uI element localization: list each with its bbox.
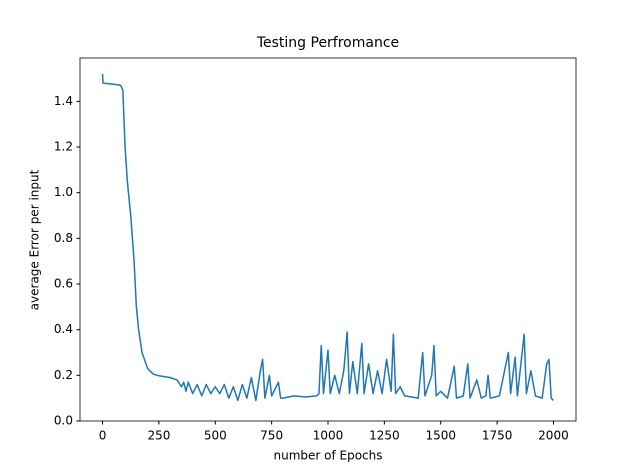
x-tick-label: 500 bbox=[204, 429, 227, 443]
y-tick-label: 1.4 bbox=[54, 94, 73, 108]
y-tick-label: 0.2 bbox=[54, 368, 73, 382]
x-tick-label: 1750 bbox=[482, 429, 513, 443]
y-tick-label: 0.4 bbox=[54, 322, 73, 336]
x-tick-label: 1000 bbox=[313, 429, 344, 443]
x-tick-label: 1500 bbox=[425, 429, 456, 443]
x-tick-label: 1250 bbox=[369, 429, 400, 443]
y-tick-label: 1.0 bbox=[54, 185, 73, 199]
plot-frame bbox=[79, 57, 577, 422]
y-tick-label: 1.2 bbox=[54, 140, 73, 154]
data-line bbox=[101, 73, 554, 402]
chart-title: Testing Perfromance bbox=[256, 35, 399, 51]
y-tick-label: 0.6 bbox=[54, 277, 73, 291]
y-tick-label: 0.0 bbox=[54, 414, 73, 428]
x-tick-label: 0 bbox=[99, 429, 107, 443]
y-tick-label: 0.8 bbox=[54, 231, 73, 245]
x-tick-label: 750 bbox=[260, 429, 283, 443]
x-tick-label: 250 bbox=[147, 429, 170, 443]
x-axis-label: number of Epochs bbox=[273, 449, 382, 463]
x-tick-label: 2000 bbox=[538, 429, 569, 443]
y-axis-label: average Error per input bbox=[28, 169, 42, 310]
